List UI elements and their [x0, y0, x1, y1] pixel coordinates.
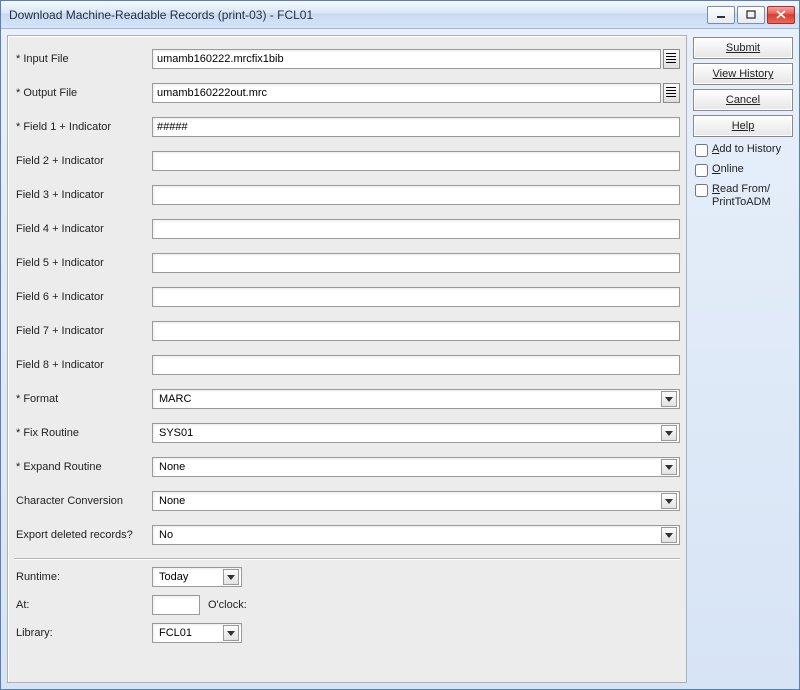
field2-label: Field 2 + Indicator — [14, 155, 152, 167]
cancel-button[interactable]: Cancel — [693, 89, 793, 111]
format-value: MARC — [159, 393, 191, 405]
chevron-down-icon — [661, 493, 677, 509]
fix-routine-select[interactable]: SYS01 — [152, 423, 680, 443]
window-title: Download Machine-Readable Records (print… — [9, 8, 707, 22]
maximize-button[interactable] — [737, 6, 765, 24]
minimize-button[interactable] — [707, 6, 735, 24]
titlebar[interactable]: Download Machine-Readable Records (print… — [1, 1, 799, 29]
add-to-history-checkbox[interactable] — [695, 144, 708, 157]
chevron-down-icon — [661, 527, 677, 543]
submit-button[interactable]: Submit — [693, 37, 793, 59]
library-select[interactable]: FCL01 — [152, 623, 242, 643]
char-conv-label: Character Conversion — [14, 495, 152, 507]
field6-input[interactable] — [152, 287, 680, 307]
dialog-window: Download Machine-Readable Records (print… — [0, 0, 800, 690]
at-label: At: — [14, 599, 152, 611]
expand-routine-select[interactable]: None — [152, 457, 680, 477]
runtime-select[interactable]: Today — [152, 567, 242, 587]
list-icon — [666, 53, 676, 65]
field6-label: Field 6 + Indicator — [14, 291, 152, 303]
output-file-browse-button[interactable] — [663, 83, 680, 103]
field3-label: Field 3 + Indicator — [14, 189, 152, 201]
export-deleted-value: No — [159, 529, 173, 541]
runtime-value: Today — [159, 571, 188, 583]
expand-routine-label: * Expand Routine — [14, 461, 152, 473]
online-label: Online — [712, 163, 744, 176]
window-controls — [707, 6, 795, 24]
field7-input[interactable] — [152, 321, 680, 341]
at-input[interactable] — [152, 595, 200, 615]
side-panel: Submit View History Cancel Help Add to H… — [693, 35, 793, 683]
runtime-label: Runtime: — [14, 571, 152, 583]
view-history-button[interactable]: View History — [693, 63, 793, 85]
export-deleted-select[interactable]: No — [152, 525, 680, 545]
library-value: FCL01 — [159, 627, 192, 639]
fix-routine-label: * Fix Routine — [14, 427, 152, 439]
field5-input[interactable] — [152, 253, 680, 273]
input-file-field[interactable] — [152, 49, 661, 69]
chevron-down-icon — [661, 459, 677, 475]
field3-input[interactable] — [152, 185, 680, 205]
char-conv-select[interactable]: None — [152, 491, 680, 511]
library-label: Library: — [14, 627, 152, 639]
field4-label: Field 4 + Indicator — [14, 223, 152, 235]
divider — [14, 558, 680, 559]
chevron-down-icon — [661, 391, 677, 407]
content-area: * Input File * Output File * Field 1 + I… — [1, 29, 799, 689]
read-from-checkbox[interactable] — [695, 184, 708, 197]
list-icon — [666, 87, 676, 99]
field1-input[interactable] — [152, 117, 680, 137]
close-button[interactable] — [767, 6, 795, 24]
online-checkbox[interactable] — [695, 164, 708, 177]
input-file-label: * Input File — [14, 53, 152, 65]
field7-label: Field 7 + Indicator — [14, 325, 152, 337]
fix-routine-value: SYS01 — [159, 427, 193, 439]
field4-input[interactable] — [152, 219, 680, 239]
input-file-browse-button[interactable] — [663, 49, 680, 69]
export-deleted-label: Export deleted records? — [14, 529, 152, 541]
expand-routine-value: None — [159, 461, 185, 473]
field8-input[interactable] — [152, 355, 680, 375]
chevron-down-icon — [223, 625, 239, 641]
field1-label: * Field 1 + Indicator — [14, 121, 152, 133]
chevron-down-icon — [223, 569, 239, 585]
chevron-down-icon — [661, 425, 677, 441]
form-panel: * Input File * Output File * Field 1 + I… — [7, 35, 687, 683]
output-file-field[interactable] — [152, 83, 661, 103]
field8-label: Field 8 + Indicator — [14, 359, 152, 371]
field5-label: Field 5 + Indicator — [14, 257, 152, 269]
field2-input[interactable] — [152, 151, 680, 171]
oclock-label: O'clock: — [208, 599, 247, 611]
char-conv-value: None — [159, 495, 185, 507]
help-button[interactable]: Help — [693, 115, 793, 137]
format-select[interactable]: MARC — [152, 389, 680, 409]
read-from-label: Read From/ PrintToADM — [712, 183, 793, 208]
add-to-history-label: Add to History — [712, 143, 781, 156]
format-label: * Format — [14, 393, 152, 405]
output-file-label: * Output File — [14, 87, 152, 99]
